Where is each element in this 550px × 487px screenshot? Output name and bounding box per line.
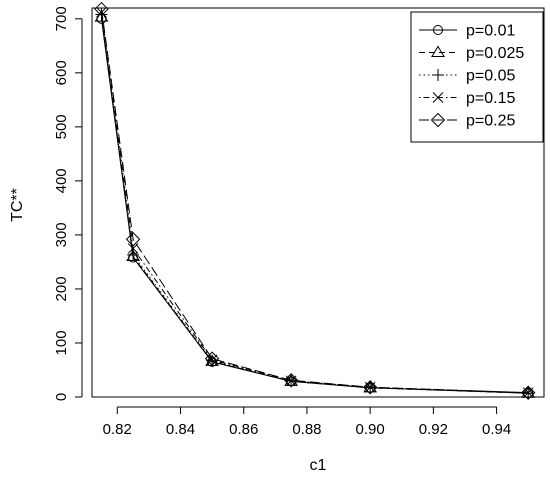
x-tick-label: 0.84 xyxy=(166,421,195,438)
data-point-diamond xyxy=(204,351,220,366)
legend-label: p=0.15 xyxy=(466,90,515,107)
data-point-diamond xyxy=(125,232,141,247)
y-tick-label: 100 xyxy=(53,330,70,355)
x-tick-label: 0.90 xyxy=(356,421,385,438)
x-axis-title: c1 xyxy=(310,457,327,474)
legend-marker-diamond xyxy=(430,112,446,128)
data-point-diamond xyxy=(520,385,536,400)
plot-box xyxy=(91,7,545,398)
y-tick-label: 700 xyxy=(53,6,70,31)
legend-label: p=0.025 xyxy=(466,45,524,62)
x-tick-label: 0.88 xyxy=(292,421,321,438)
series-diamond xyxy=(94,1,536,400)
y-axis-title: TC** xyxy=(9,188,26,222)
data-point-diamond xyxy=(283,373,299,388)
legend-label: p=0.25 xyxy=(466,113,515,130)
data-point-plus xyxy=(127,248,140,261)
legend-marker-cross xyxy=(432,92,444,103)
y-axis: 0 100 200 300 400 500 600 700 xyxy=(53,6,83,401)
x-tick-label: 0.92 xyxy=(419,421,448,438)
x-tick-label: 0.82 xyxy=(103,421,132,438)
legend-marker-plus xyxy=(432,69,444,81)
x-tick-label: 0.86 xyxy=(229,421,258,438)
legend-label: p=0.05 xyxy=(466,68,515,85)
y-tick-label: 600 xyxy=(53,60,70,85)
series-line xyxy=(100,9,529,394)
legend-label: p=0.01 xyxy=(466,23,515,40)
legend-marker-triangle xyxy=(431,45,445,57)
data-point-cross xyxy=(206,354,218,366)
data-point-diamond xyxy=(362,380,378,395)
legend-marker-circle xyxy=(433,25,443,35)
series-layer xyxy=(94,1,536,400)
y-tick-label: 200 xyxy=(53,276,70,301)
y-tick-label: 400 xyxy=(53,168,70,193)
y-tick-label: 300 xyxy=(53,222,70,247)
x-axis: 0.82 0.84 0.86 0.88 0.90 0.92 0.94 xyxy=(103,406,511,438)
data-point-diamond xyxy=(94,1,109,17)
data-point-triangle xyxy=(94,10,109,22)
x-tick-label: 0.94 xyxy=(482,421,511,438)
y-tick-label: 0 xyxy=(53,393,70,401)
legend: p=0.01 p=0.025 p=0.05 p=0.15 p=0.25 xyxy=(410,11,544,143)
series-line xyxy=(100,14,529,394)
y-tick-label: 500 xyxy=(53,114,70,139)
